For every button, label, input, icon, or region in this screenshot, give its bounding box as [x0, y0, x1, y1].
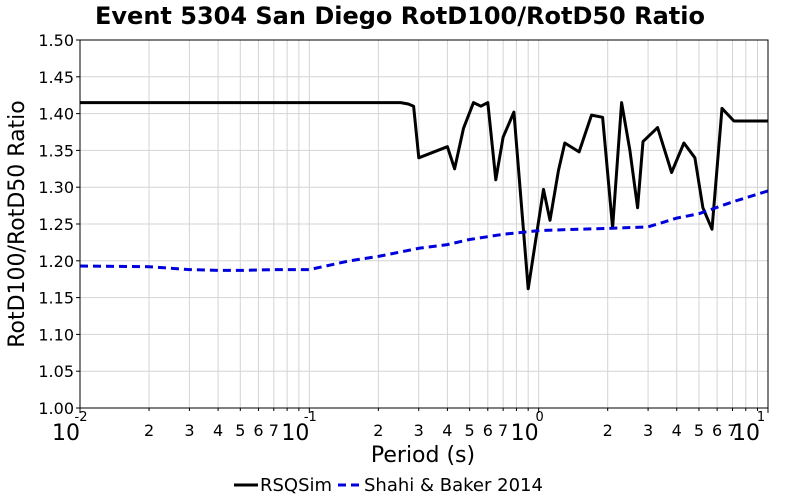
y-tick-label: 1.05: [38, 362, 74, 381]
x-minor-tick-label: 6: [253, 421, 263, 440]
x-major-tick-exponent: -1: [304, 410, 317, 425]
x-minor-tick-label: 2: [603, 421, 613, 440]
y-tick-labels: 1.00 1.05 1.10 1.15 1.20 1.25 1.30 1.35 1.40 1.45…: [38, 31, 80, 418]
x-minor-tick-label: 4: [213, 421, 223, 440]
x-minor-tick-label: 4: [442, 421, 452, 440]
legend-label-shahi-baker: Shahi & Baker 2014: [364, 475, 543, 496]
series-line-1: [79, 189, 769, 272]
x-major-tick-exponent: 0: [536, 410, 544, 425]
x-major-tick-base: 10: [52, 421, 80, 446]
x-minor-tick-label: 2: [144, 421, 154, 440]
x-major-tick-base: 10: [281, 421, 309, 446]
x-minor-tick-label: 6: [712, 421, 722, 440]
series-lines: [79, 101, 769, 291]
legend: RSQSim Shahi & Baker 2014: [234, 475, 543, 496]
y-tick-label: 1.25: [38, 215, 74, 234]
y-tick-label: 1.15: [38, 289, 74, 308]
x-minor-tick-label: 5: [694, 421, 704, 440]
x-major-tick-base: 10: [732, 421, 760, 446]
x-axis-label: Period (s): [371, 443, 475, 468]
x-minor-tick-label: 5: [465, 421, 475, 440]
y-tick-label: 1.45: [38, 68, 74, 87]
x-minor-tick-label: 7: [269, 421, 279, 440]
legend-label-rsqsim: RSQSim: [260, 475, 332, 496]
y-tick-label: 1.40: [38, 105, 74, 124]
series-line-0: [80, 101, 768, 291]
x-minor-tick-label: 6: [483, 421, 493, 440]
x-minor-tick-label: 5: [235, 421, 245, 440]
y-tick-label: 1.35: [38, 141, 74, 160]
x-minor-tick-label: 3: [643, 421, 653, 440]
y-tick-label: 1.20: [38, 252, 74, 271]
x-minor-tick-label: 2: [373, 421, 383, 440]
x-major-tick-exponent: -2: [75, 410, 88, 425]
plot-frame: [79, 39, 769, 409]
y-tick-label: 1.50: [38, 31, 74, 50]
chart-title: Event 5304 San Diego RotD100/RotD50 Rati…: [95, 2, 705, 30]
x-minor-tick-label: 7: [498, 421, 508, 440]
x-major-tick-base: 10: [511, 421, 539, 446]
y-axis-label: RotD100/RotD50 Ratio: [5, 100, 30, 348]
x-minor-tick-label: 4: [672, 421, 682, 440]
x-minor-tick-label: 3: [184, 421, 194, 440]
x-minor-tick-label: 7: [727, 421, 737, 440]
y-tick-label: 1.10: [38, 325, 74, 344]
y-tick-label: 1.00: [38, 399, 74, 418]
y-tick-label: 1.30: [38, 178, 74, 197]
x-minor-tick-label: 3: [414, 421, 424, 440]
x-major-tick-exponent: 1: [757, 410, 765, 425]
